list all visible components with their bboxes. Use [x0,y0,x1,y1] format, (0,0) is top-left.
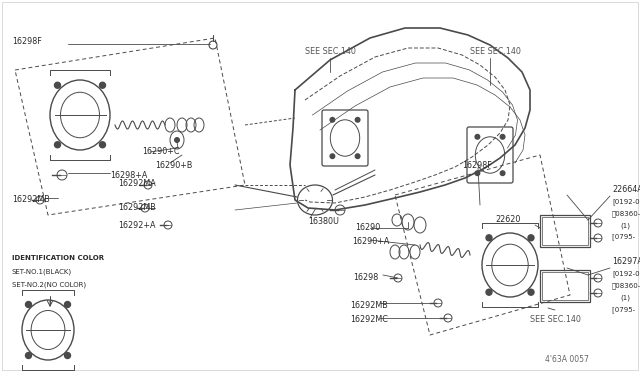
Circle shape [486,235,492,241]
Text: 16292MA: 16292MA [118,180,156,189]
Text: 16292MB: 16292MB [12,196,50,205]
Circle shape [54,142,61,148]
Text: SEE SEC.140: SEE SEC.140 [470,48,521,57]
Text: 22664A: 22664A [612,186,640,195]
Text: [0795-    ]: [0795- ] [612,234,640,240]
Circle shape [99,82,106,88]
Text: 16298F: 16298F [462,160,492,170]
Circle shape [65,301,70,308]
Text: 16290+C: 16290+C [142,148,179,157]
Circle shape [65,353,70,359]
Text: (1): (1) [620,295,630,301]
Text: 16298F: 16298F [12,38,42,46]
Text: 16290: 16290 [355,224,380,232]
Bar [540,270,590,302]
Text: 16292MB: 16292MB [350,301,388,310]
Text: Ⓝ08360-42025: Ⓝ08360-42025 [612,211,640,217]
Bar [542,272,588,300]
Text: (1): (1) [620,223,630,229]
Circle shape [528,289,534,295]
Circle shape [26,301,31,308]
Bar [542,217,588,245]
Text: 4'63A 0057: 4'63A 0057 [545,356,589,365]
Text: [0192-0795]: [0192-0795] [612,199,640,205]
Text: SEE SEC.140: SEE SEC.140 [305,48,356,57]
Circle shape [486,289,492,295]
Text: 16292+A: 16292+A [118,221,156,231]
Circle shape [355,117,360,123]
Circle shape [174,137,180,143]
Text: SET-NO.2(NO COLOR): SET-NO.2(NO COLOR) [12,282,86,288]
Circle shape [474,134,481,140]
Text: 16298: 16298 [353,273,378,282]
Circle shape [330,117,335,123]
Circle shape [474,170,481,176]
Text: 16290+B: 16290+B [155,160,193,170]
Circle shape [54,82,61,88]
Text: IDENTIFICATION COLOR: IDENTIFICATION COLOR [12,255,104,261]
Text: [0192-0795]: [0192-0795] [612,270,640,278]
Text: SEE SEC.140: SEE SEC.140 [530,315,581,324]
Text: Ⓝ08360-42025: Ⓝ08360-42025 [612,283,640,289]
Text: [0795-    ]: [0795- ] [612,307,640,313]
Text: 22620: 22620 [495,215,520,224]
Circle shape [500,134,506,140]
Circle shape [330,153,335,159]
Circle shape [26,353,31,359]
Text: 16292MB: 16292MB [118,203,156,212]
Circle shape [528,235,534,241]
Text: 16298+A: 16298+A [110,171,147,180]
Circle shape [500,170,506,176]
Bar [540,215,590,247]
Text: 16290+A: 16290+A [352,237,389,247]
Text: 16292MC: 16292MC [350,315,388,324]
Text: 16297A: 16297A [612,257,640,266]
Text: 16380U: 16380U [308,218,339,227]
Circle shape [99,142,106,148]
Text: SET-NO.1(BLACK): SET-NO.1(BLACK) [12,269,72,275]
Circle shape [355,153,360,159]
